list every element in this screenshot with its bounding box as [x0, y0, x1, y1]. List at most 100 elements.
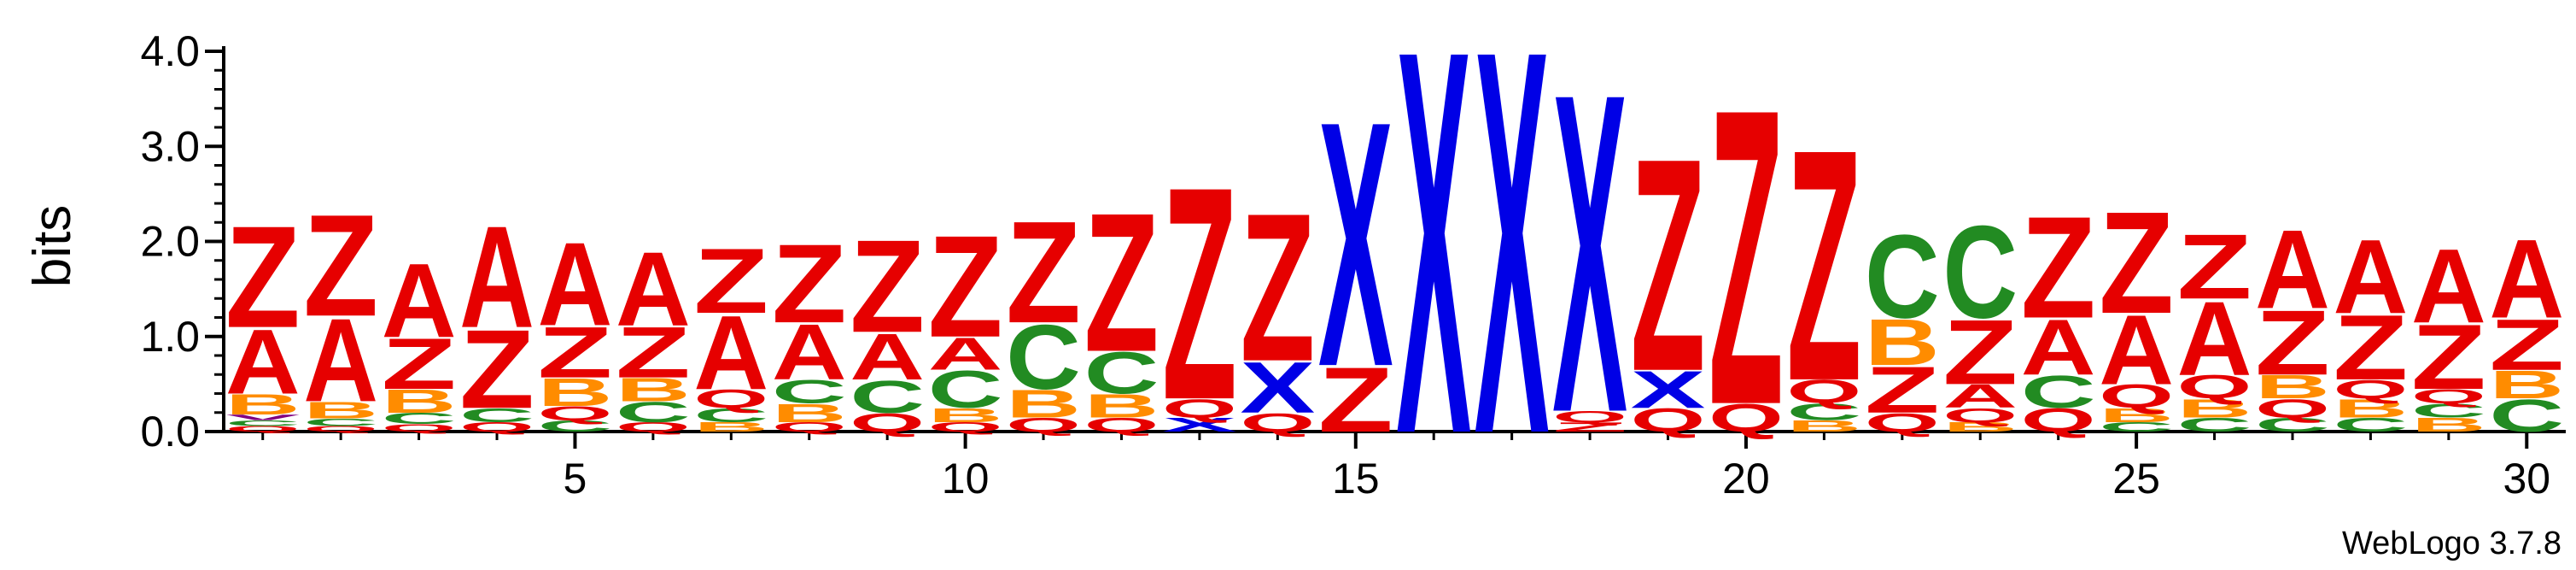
glyph-B: B: [1786, 417, 1861, 435]
glyph-B: B: [1006, 382, 1081, 426]
glyph-Z: Z: [1552, 420, 1627, 434]
glyph-Q: Q: [382, 422, 457, 434]
glyph-Q: Q: [538, 403, 613, 425]
glyph-Q: Q: [616, 420, 691, 434]
glyph-C: C: [382, 409, 457, 427]
glyph-Q: Q: [2411, 385, 2486, 408]
glyph-X: X: [1475, 0, 1550, 549]
y-tick-label: 1.0: [140, 313, 200, 361]
glyph-Q: Q: [2021, 402, 2096, 438]
glyph-C: C: [1084, 339, 1159, 406]
glyph-A: A: [2334, 217, 2409, 335]
logo-column-17: X: [1475, 0, 1550, 549]
glyph-Z: Z: [616, 312, 691, 393]
glyph-C: C: [928, 361, 1003, 420]
glyph-X: X: [1552, 0, 1627, 508]
glyph-Z: Z: [1631, 97, 1706, 435]
glyph-C: C: [538, 417, 613, 435]
glyph-A: A: [225, 311, 301, 414]
glyph-X: X: [1162, 414, 1237, 436]
glyph-Q: Q: [1942, 404, 2018, 426]
glyph-Q: Q: [2334, 374, 2409, 404]
glyph-A: A: [2099, 296, 2174, 406]
glyph-C: C: [303, 416, 378, 428]
glyph-Q: Q: [928, 420, 1003, 434]
glyph-Q: Q: [459, 420, 534, 434]
glyph-Z: Z: [2489, 304, 2564, 385]
glyph-Z: Z: [1006, 192, 1081, 354]
glyph-C: C: [2255, 414, 2330, 436]
glyph-B: B: [1865, 305, 1940, 379]
glyph-A: A: [2255, 206, 2330, 332]
glyph-Q: Q: [2177, 368, 2252, 405]
glyph-Z: Z: [1162, 125, 1237, 463]
glyph-B: B: [772, 398, 847, 428]
glyph-C: C: [616, 396, 691, 428]
glyph-A: A: [772, 308, 847, 397]
glyph-C: C: [850, 371, 925, 422]
glyph-A: A: [382, 241, 457, 359]
glyph-C: C: [693, 404, 768, 426]
logo-stacks: QCVBAZQCBAZQCBZAQCZACQBZAQCBZABCQAZQBCAZ…: [225, 0, 2564, 549]
x-axis: 5 10 15 20 25 30: [224, 430, 2566, 502]
logo-column-18: ZQX: [1552, 0, 1627, 508]
glyph-A: A: [850, 320, 925, 393]
glyph-A: A: [928, 328, 1003, 379]
glyph-Z: Z: [1240, 169, 1315, 405]
glyph-Q: Q: [772, 420, 847, 434]
glyph-C: C: [1006, 306, 1081, 408]
logo-column-19: QXZ: [1631, 97, 1706, 438]
glyph-Z: Z: [225, 197, 301, 358]
glyph-B: B: [693, 420, 768, 434]
y-tick-label: 4.0: [140, 27, 200, 75]
glyph-B: B: [2489, 363, 2564, 407]
glyph-Q: Q: [2099, 378, 2174, 414]
glyph-Z: Z: [1709, 21, 1784, 494]
glyph-B: B: [1084, 388, 1159, 425]
glyph-Z: Z: [1787, 80, 1862, 450]
y-axis: 0.0 1.0 2.0 3.0 4.0: [140, 27, 225, 455]
glyph-X: X: [1631, 360, 1706, 419]
glyph-Q: Q: [1006, 414, 1081, 436]
glyph-Z: Z: [693, 229, 768, 332]
weblogo-credit: WebLogo 3.7.8: [2342, 526, 2561, 561]
glyph-A: A: [2411, 226, 2486, 344]
glyph-A: A: [2177, 279, 2252, 397]
glyph-C: C: [2099, 420, 2174, 434]
glyph-Q: Q: [1865, 408, 1940, 438]
glyph-B: B: [2411, 414, 2486, 436]
glyph-Z: Z: [1865, 354, 1940, 427]
glyph-B: B: [2255, 368, 2330, 405]
glyph-A: A: [538, 218, 613, 350]
glyph-A: A: [2489, 215, 2564, 341]
glyph-B: B: [1942, 420, 2018, 434]
glyph-Z: Z: [2255, 291, 2330, 394]
glyph-C: C: [1942, 199, 2018, 346]
glyph-B: B: [2099, 404, 2174, 426]
glyph-Q: Q: [693, 384, 768, 414]
glyph-Q: Q: [1240, 408, 1315, 438]
x-tick-label: 10: [942, 455, 990, 502]
glyph-C: C: [772, 373, 847, 410]
y-tick-label: 3.0: [140, 122, 200, 170]
glyph-Q: Q: [1552, 408, 1627, 426]
glyph-A: A: [616, 229, 691, 347]
glyph-Z: Z: [538, 312, 613, 393]
x-tick-label: 5: [564, 455, 587, 502]
y-tick-label: 2.0: [140, 218, 200, 266]
glyph-C: C: [2177, 414, 2252, 436]
glyph-C: C: [2489, 390, 2564, 441]
